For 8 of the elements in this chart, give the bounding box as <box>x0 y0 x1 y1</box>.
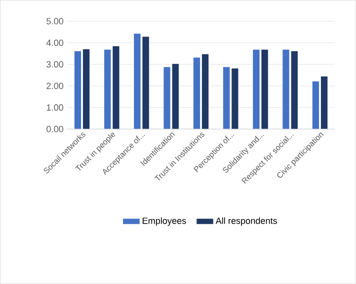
legend-label: All respondents <box>216 217 278 226</box>
legend-label: Employees <box>142 217 186 226</box>
y-tick-label: 1.00 <box>46 104 64 111</box>
y-tick-label: 2.00 <box>46 82 64 90</box>
y-tick-label: 4.00 <box>46 40 64 46</box>
y-tick-label: 0.00 <box>46 126 64 132</box>
y-tick-label: 5.00 <box>46 18 64 24</box>
y-tick-label: 3.00 <box>46 61 64 68</box>
